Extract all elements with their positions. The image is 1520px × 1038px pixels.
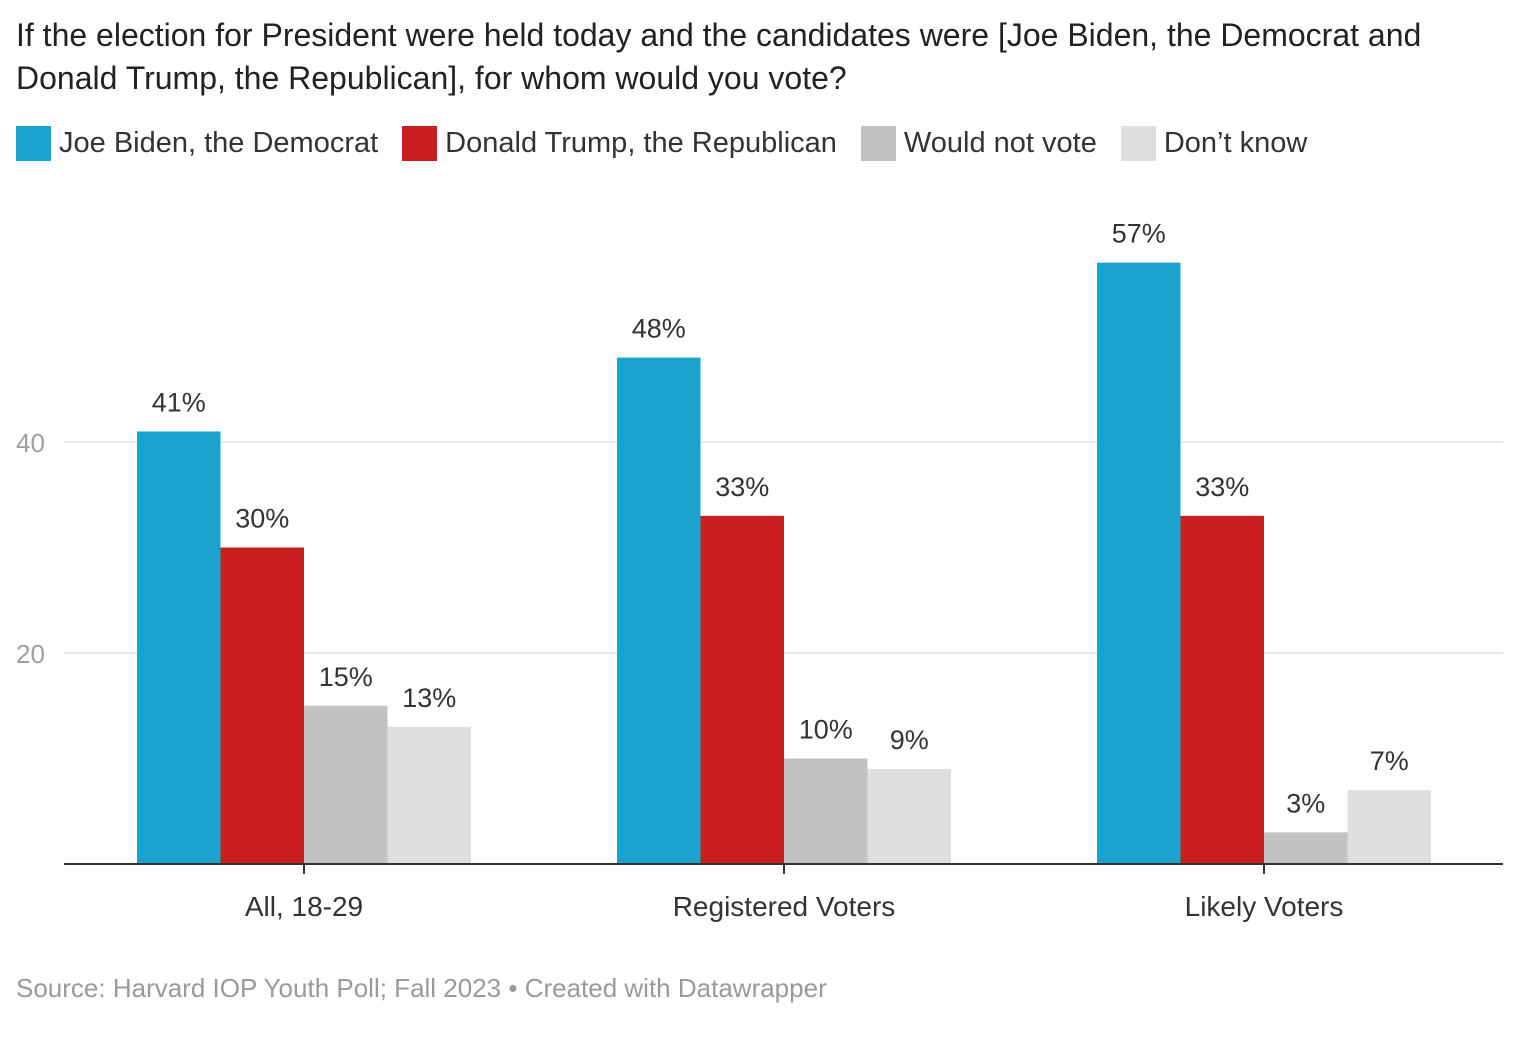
bar-would-not-vote-registered-voters	[784, 758, 868, 864]
bar-would-not-vote-likely-voters	[1264, 832, 1348, 864]
bar-joe-biden-the-democrat-likely-voters	[1097, 262, 1181, 864]
bar-donald-trump-the-republican-likely-voters	[1180, 515, 1264, 864]
legend-swatch-trump	[402, 126, 438, 161]
bar-donald-trump-the-republican-all-18-29	[220, 547, 304, 864]
legend-label-biden: Joe Biden, the Democrat	[59, 127, 379, 159]
chart-title: If the election for President were held …	[16, 17, 1422, 96]
x-tick-label-registered-voters: Registered Voters	[673, 891, 896, 922]
y-tick-label-20: 20	[16, 639, 45, 669]
value-label-don-t-know-likely-voters: 7%	[1370, 746, 1409, 776]
legend-label-dont-know: Don’t know	[1163, 127, 1308, 159]
value-label-don-t-know-registered-voters: 9%	[890, 725, 929, 755]
bar-donald-trump-the-republican-registered-voters	[700, 515, 784, 864]
value-label-donald-trump-the-republican-all-18-29: 30%	[235, 504, 289, 534]
legend-swatch-dont-know	[1120, 126, 1156, 161]
bar-would-not-vote-all-18-29	[304, 705, 388, 864]
legend-item-would-not-vote: Would not vote	[860, 126, 1097, 161]
source-note: Source: Harvard IOP Youth Poll; Fall 202…	[16, 973, 827, 1003]
bar-don-t-know-registered-voters	[867, 769, 951, 864]
legend-swatch-would-not-vote	[860, 126, 896, 161]
x-tick-label-all-18-29: All, 18-29	[245, 891, 363, 922]
x-tick-label-likely-voters: Likely Voters	[1185, 891, 1344, 922]
bar-joe-biden-the-democrat-all-18-29	[137, 431, 221, 864]
legend-item-trump: Donald Trump, the Republican	[402, 126, 837, 161]
bar-don-t-know-likely-voters	[1347, 790, 1431, 864]
value-label-don-t-know-all-18-29: 13%	[402, 683, 456, 713]
legend-label-would-not-vote: Would not vote	[903, 127, 1097, 159]
value-label-would-not-vote-likely-voters: 3%	[1286, 788, 1325, 818]
bar-joe-biden-the-democrat-registered-voters	[617, 357, 701, 864]
legend-item-dont-know: Don’t know	[1120, 126, 1308, 161]
legend: Joe Biden, the Democrat Donald Trump, th…	[16, 126, 1331, 161]
value-label-joe-biden-the-democrat-all-18-29: 41%	[152, 387, 206, 417]
value-label-joe-biden-the-democrat-registered-voters: 48%	[632, 314, 686, 344]
value-label-joe-biden-the-democrat-likely-voters: 57%	[1112, 219, 1166, 249]
legend-swatch-biden	[16, 126, 51, 161]
value-label-would-not-vote-registered-voters: 10%	[799, 715, 853, 745]
value-label-would-not-vote-all-18-29: 15%	[319, 662, 373, 692]
legend-item-biden: Joe Biden, the Democrat	[16, 126, 378, 161]
bar-don-t-know-all-18-29	[387, 726, 471, 864]
legend-label-trump: Donald Trump, the Republican	[445, 127, 837, 159]
y-tick-label-40: 40	[16, 428, 45, 458]
value-label-donald-trump-the-republican-registered-voters: 33%	[715, 472, 769, 502]
value-label-donald-trump-the-republican-likely-voters: 33%	[1195, 472, 1249, 502]
